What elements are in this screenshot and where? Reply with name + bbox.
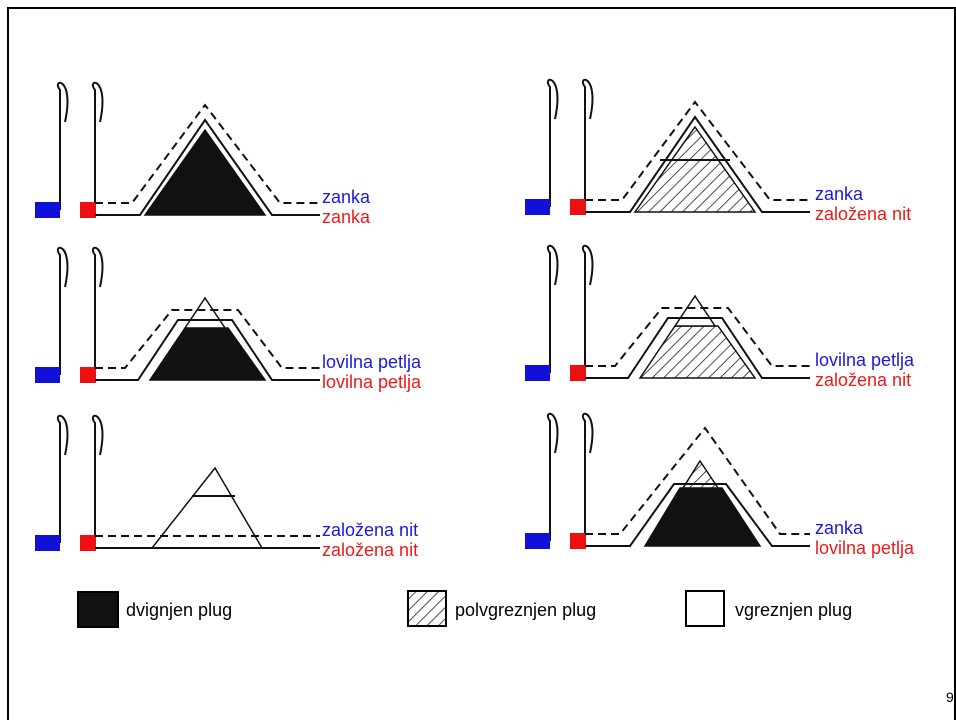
lower-label: založena nit bbox=[322, 540, 418, 560]
legend-label: dvignjen plug bbox=[126, 600, 232, 620]
blue-marker bbox=[35, 367, 60, 383]
red-marker bbox=[570, 533, 586, 549]
dashed-path bbox=[95, 103, 320, 204]
blue-marker bbox=[525, 199, 550, 215]
upper-label: zanka bbox=[815, 184, 864, 204]
cam-fill bbox=[143, 128, 267, 216]
legend-swatch-half bbox=[407, 590, 447, 627]
needle bbox=[92, 246, 104, 380]
solid-path bbox=[95, 319, 320, 381]
blue-marker bbox=[35, 535, 60, 551]
red-marker bbox=[570, 365, 586, 381]
solid-path bbox=[585, 115, 810, 213]
solid-path bbox=[585, 317, 810, 379]
dashed-path bbox=[95, 309, 320, 369]
legend-label: polvgreznjen plug bbox=[455, 600, 596, 620]
needle bbox=[92, 414, 104, 548]
cam-tip bbox=[681, 459, 720, 489]
cam-tip bbox=[183, 296, 227, 329]
cam-fill bbox=[643, 487, 762, 547]
needle bbox=[92, 81, 104, 215]
upper-label: lovilna petlja bbox=[322, 352, 422, 372]
red-marker bbox=[80, 367, 96, 383]
needle bbox=[582, 78, 594, 212]
page-number: 9 bbox=[946, 689, 954, 705]
needle bbox=[57, 246, 69, 375]
blue-marker bbox=[525, 533, 550, 549]
legend-swatch-raised bbox=[77, 591, 119, 628]
needle bbox=[582, 244, 594, 378]
cam-fill bbox=[638, 325, 757, 379]
slide-border bbox=[7, 7, 956, 720]
needle bbox=[547, 412, 559, 541]
cam-fill bbox=[633, 125, 757, 213]
lower-label: zanka bbox=[322, 207, 371, 227]
lower-label: lovilna petlja bbox=[815, 538, 915, 558]
upper-label: lovilna petlja bbox=[815, 350, 915, 370]
cam-fill bbox=[148, 327, 267, 381]
red-marker bbox=[570, 199, 586, 215]
dashed-path bbox=[585, 426, 810, 535]
red-marker bbox=[80, 202, 96, 218]
cam-tip bbox=[673, 294, 717, 327]
legend-label: vgreznjen plug bbox=[735, 600, 852, 620]
blue-marker bbox=[525, 365, 550, 381]
solid-path bbox=[95, 118, 320, 216]
lower-label: založena nit bbox=[815, 370, 911, 390]
needle bbox=[547, 244, 559, 373]
upper-label: zanka bbox=[322, 187, 371, 207]
solid-path bbox=[585, 483, 810, 547]
dashed-path bbox=[585, 307, 810, 367]
upper-label: zanka bbox=[815, 518, 864, 538]
needle bbox=[547, 78, 559, 207]
lower-label: lovilna petlja bbox=[322, 372, 422, 392]
needle bbox=[57, 81, 69, 210]
dashed-path bbox=[585, 100, 810, 201]
legend-swatch-sunk bbox=[685, 590, 725, 627]
needle bbox=[57, 414, 69, 543]
red-marker bbox=[80, 535, 96, 551]
needle bbox=[582, 412, 594, 546]
lower-label: založena nit bbox=[815, 204, 911, 224]
blue-marker bbox=[35, 202, 60, 218]
upper-label: založena nit bbox=[322, 520, 418, 540]
